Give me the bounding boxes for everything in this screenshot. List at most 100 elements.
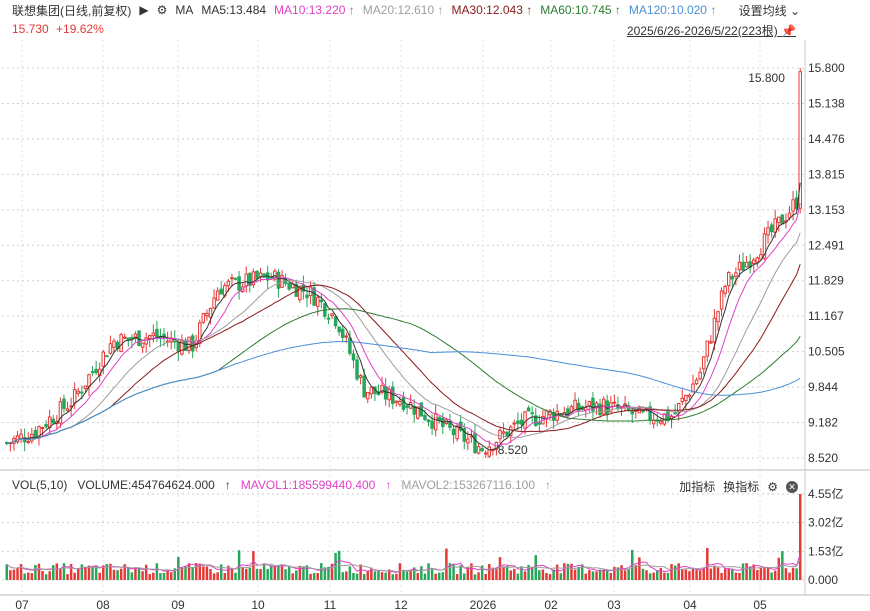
volume-bar (205, 566, 209, 580)
candle-body (591, 397, 595, 412)
volume-bar (273, 565, 277, 580)
volume-bar (26, 572, 30, 580)
volume-bar (366, 570, 370, 580)
volume-bar (69, 564, 73, 580)
candle-body (483, 452, 488, 455)
volume-bar (745, 563, 748, 580)
candle-body (62, 398, 66, 410)
volume-bar (652, 572, 655, 580)
candle-body (312, 287, 316, 306)
play-icon[interactable]: ▶ (139, 3, 149, 17)
volume-bar (702, 567, 705, 580)
volume-bar (480, 565, 484, 580)
volume-bar (523, 571, 527, 580)
volume-bar (348, 566, 352, 580)
time-tick-label: 2026 (470, 598, 497, 611)
volume-bar (491, 567, 495, 580)
candle-body (147, 335, 152, 339)
candle-body (752, 259, 756, 265)
volume-bar (162, 572, 166, 580)
volume-value: VOLUME:454764624.000 (77, 478, 215, 492)
candle-body (226, 280, 231, 287)
candle-body (516, 420, 520, 424)
price-tick-label: 10.505 (808, 345, 845, 359)
date-range[interactable]: 2025/6/26-2026/5/22(223根) 📌 (626, 24, 796, 38)
volume-bar (116, 570, 119, 580)
volume-bar (666, 573, 670, 580)
volume-bar (720, 573, 723, 580)
candle-body (769, 224, 774, 233)
candle-body (512, 422, 517, 425)
volume-bar (323, 567, 327, 580)
volume-bar (609, 573, 613, 580)
volume-bar (795, 568, 798, 580)
price-tick-label: 11.167 (808, 309, 844, 323)
candle-body (212, 297, 216, 309)
volume-bar (688, 571, 691, 580)
add-indicator-button[interactable]: 加指标 (679, 480, 716, 494)
volume-bar (173, 568, 177, 580)
volume-bar (656, 570, 659, 580)
volume-bar (605, 570, 609, 580)
candle-body (709, 341, 713, 344)
candle-body (233, 277, 238, 280)
volume-bar (538, 570, 541, 580)
candle-body (451, 428, 456, 436)
price-line: 15.730 +19.62% (12, 22, 104, 36)
volume-bar (405, 571, 409, 580)
candle-body (169, 337, 173, 343)
pin-icon[interactable]: 📌 (781, 24, 796, 38)
volume-bar (230, 568, 234, 580)
volume-bar (752, 564, 756, 580)
volume-bar (502, 566, 505, 580)
candle-body (358, 375, 363, 378)
volume-bar (330, 563, 334, 580)
volume-bar (237, 550, 241, 580)
volume-bar (759, 567, 763, 580)
volume-bar (198, 563, 202, 580)
volume-bar (580, 564, 584, 580)
volume-bar (541, 569, 545, 580)
volume-bar (498, 557, 502, 580)
volume-bar (352, 573, 355, 580)
volume-bar (588, 570, 591, 580)
volume-bar (448, 563, 452, 580)
volume-bar (452, 563, 455, 580)
candle-body (576, 402, 581, 411)
volume-bar (187, 563, 191, 580)
volume-bar (766, 567, 770, 580)
settings-ma-button[interactable]: 设置均线 ⌄ (738, 4, 800, 18)
ma-line (6, 340, 801, 444)
volume-bar (548, 574, 552, 580)
candle-body (433, 412, 438, 431)
candle-body (777, 216, 781, 224)
volume-bar (437, 572, 441, 580)
candle-body (133, 333, 138, 339)
candle-body (144, 337, 148, 345)
ma-line (6, 264, 801, 444)
volume-bar (127, 568, 130, 580)
gear-icon[interactable]: ⚙ (767, 479, 778, 494)
volume-bar (270, 565, 273, 580)
candle-body (33, 429, 38, 438)
volume-bar (723, 568, 727, 580)
candle-body (673, 412, 677, 415)
volume-bar (466, 566, 470, 580)
gear-icon[interactable]: ⚙ (156, 3, 168, 17)
price-tick-label: 12.491 (808, 238, 845, 252)
ma-line (6, 232, 801, 444)
volume-bar (12, 569, 16, 580)
candle-body (180, 340, 184, 355)
volume-bar (791, 567, 795, 580)
volume-bar (427, 563, 430, 580)
candle-body (705, 340, 710, 357)
volume-bar (241, 566, 244, 580)
candle-body (276, 271, 281, 289)
switch-indicator-button[interactable]: 换指标 (723, 480, 760, 494)
candle-body (455, 425, 459, 440)
close-icon[interactable]: ✕ (786, 480, 798, 493)
time-tick-label: 04 (683, 598, 697, 611)
volume-bar (731, 568, 734, 580)
volume-bar (169, 572, 173, 580)
